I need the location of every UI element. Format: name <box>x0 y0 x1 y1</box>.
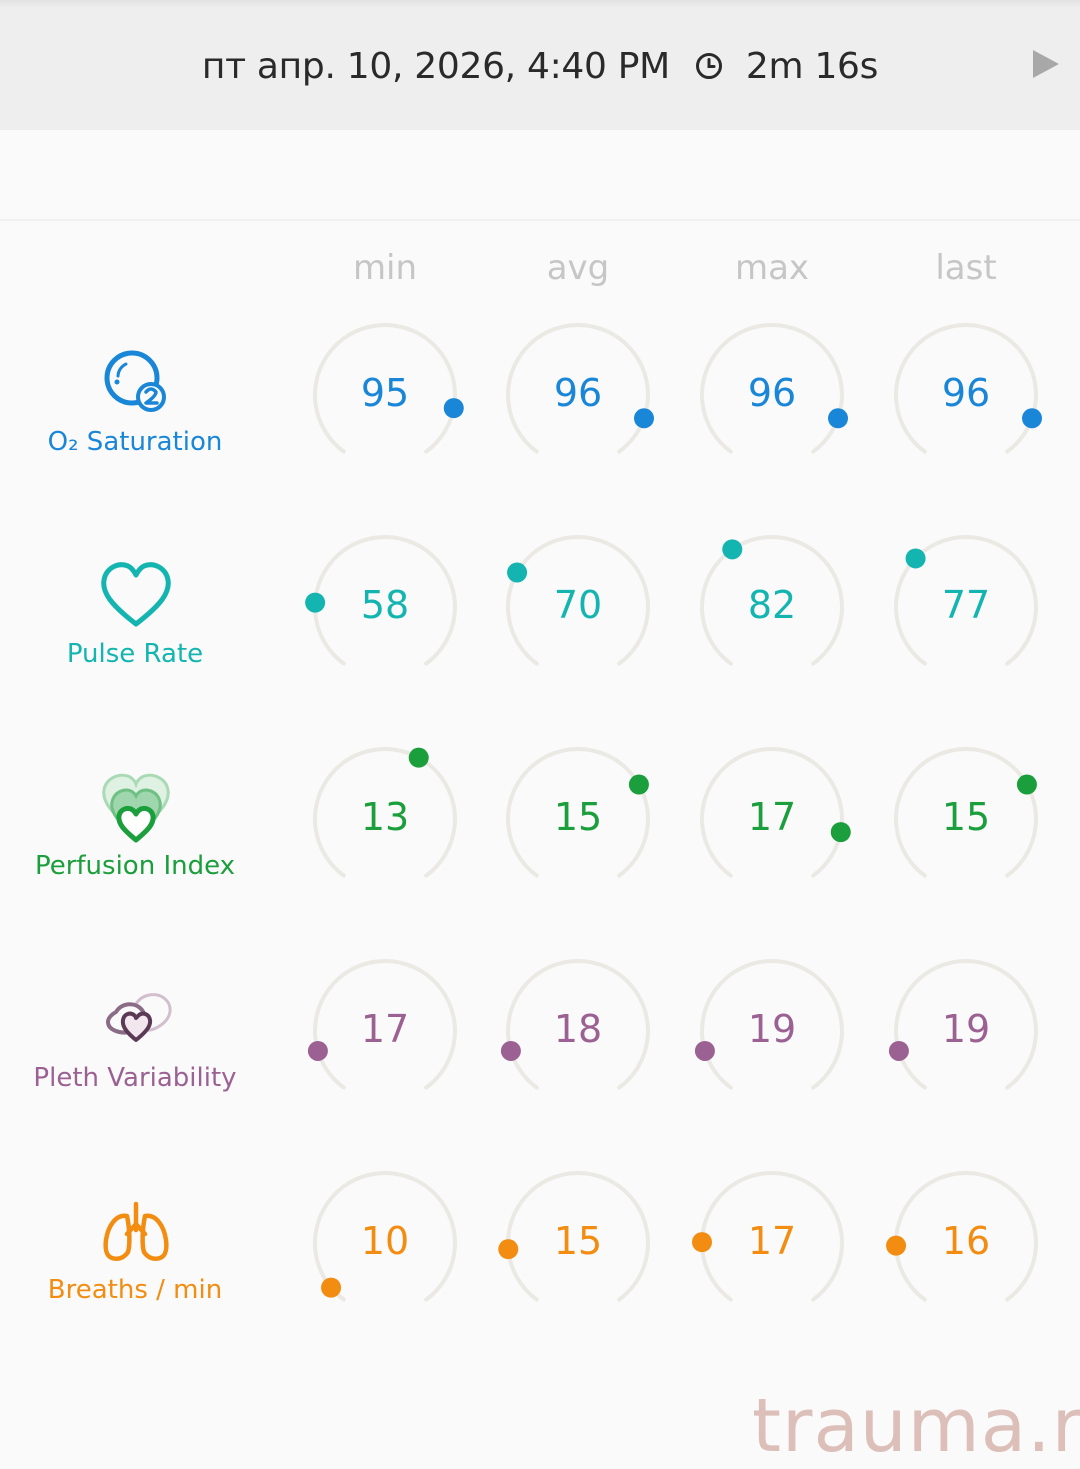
gauge-last <box>894 323 1043 454</box>
gauge-min <box>313 747 457 878</box>
metric-label: O₂ Saturation <box>47 427 223 457</box>
gauge-track <box>506 535 650 666</box>
gauge-track <box>313 747 457 878</box>
gauge-avg <box>500 959 650 1090</box>
session-info: пт апр. 10, 2026, 4:40 PM 2m 16s <box>0 40 1080 92</box>
gauge-last <box>886 1171 1038 1302</box>
column-header-last: last <box>935 248 997 288</box>
gauge-track <box>894 535 1038 666</box>
gauge-value-min: 95 <box>360 371 410 415</box>
perfusion-index-icon <box>102 773 170 843</box>
o2-saturation-icon <box>104 350 166 412</box>
gauge-value-max: 17 <box>747 1219 797 1263</box>
gauge-track <box>506 323 650 454</box>
play-icon <box>1033 50 1059 78</box>
gauge-avg <box>506 747 650 878</box>
watermark: trauma.ru <box>752 1383 1080 1469</box>
gauge-min <box>305 535 457 666</box>
gauge-indicator-dot <box>905 548 926 569</box>
gauge-avg <box>506 535 650 666</box>
gauge-indicator-dot <box>500 1040 521 1061</box>
gauge-indicator-dot <box>634 408 655 429</box>
column-header-max: max <box>734 248 810 288</box>
gauge-max <box>700 323 849 454</box>
gauge-track <box>700 535 844 666</box>
gauge-min <box>313 323 464 454</box>
gauge-indicator-dot <box>507 562 528 583</box>
gauge-value-last: 96 <box>941 371 991 415</box>
clock-icon <box>695 53 722 79</box>
play-button[interactable] <box>1028 47 1062 81</box>
gauge-track <box>894 323 1038 454</box>
gauge-value-max: 17 <box>747 795 797 839</box>
gauge-value-last: 19 <box>941 1007 991 1051</box>
gauge-max <box>694 959 844 1090</box>
gauge-min <box>313 1171 457 1302</box>
gauge-indicator-dot <box>1016 774 1037 795</box>
gauge-value-min: 13 <box>360 795 410 839</box>
gauge-indicator-dot <box>628 774 649 795</box>
session-duration: 2m 16s <box>745 45 879 87</box>
gauge-indicator-dot <box>305 592 326 613</box>
gauge-indicator-dot <box>886 1235 907 1256</box>
gauge-last <box>894 535 1038 666</box>
gauge-avg <box>506 323 655 454</box>
gauge-track <box>313 1171 457 1302</box>
gauge-indicator-dot <box>692 1232 713 1253</box>
column-header-min: min <box>352 248 418 288</box>
gauge-value-avg: 18 <box>553 1007 603 1051</box>
gauge-last <box>894 747 1038 878</box>
gauge-indicator-dot <box>1022 408 1043 429</box>
gauge-value-last: 77 <box>941 583 991 627</box>
gauge-avg <box>498 1171 650 1302</box>
gauge-min <box>307 959 457 1090</box>
gauge-indicator-dot <box>888 1040 909 1061</box>
gauge-indicator-dot <box>321 1277 342 1298</box>
gauge-max <box>692 1171 844 1302</box>
gauge-indicator-dot <box>830 822 851 843</box>
header-shadow <box>0 0 1080 8</box>
divider <box>0 219 1080 221</box>
gauge-value-max: 82 <box>747 583 797 627</box>
gauge-value-min: 10 <box>360 1219 410 1263</box>
gauge-value-last: 16 <box>941 1219 991 1263</box>
metric-label: Pleth Variability <box>33 1063 237 1093</box>
gauge-value-min: 17 <box>360 1007 410 1051</box>
gauge-value-avg: 15 <box>553 1219 603 1263</box>
gauge-indicator-dot <box>307 1040 328 1061</box>
gauge-indicator-dot <box>408 747 429 768</box>
gauge-indicator-dot <box>722 539 743 560</box>
column-header-avg: avg <box>546 248 610 288</box>
gauge-value-max: 96 <box>747 371 797 415</box>
gauge-track <box>700 323 844 454</box>
gauge-value-avg: 15 <box>553 795 603 839</box>
gauge-value-min: 58 <box>360 583 410 627</box>
gauge-value-last: 15 <box>941 795 991 839</box>
lungs-icon <box>103 1201 169 1261</box>
metric-label: Breaths / min <box>47 1275 223 1305</box>
heart-icon <box>101 562 171 627</box>
gauge-max <box>700 535 844 666</box>
metric-label: Pulse Rate <box>66 639 204 669</box>
gauge-track <box>894 747 1038 878</box>
session-datetime: пт апр. 10, 2026, 4:40 PM <box>201 45 670 87</box>
header-bar: пт апр. 10, 2026, 4:40 PM 2m 16s <box>0 0 1080 130</box>
gauge-last <box>888 959 1038 1090</box>
gauge-track <box>506 747 650 878</box>
gauge-indicator-dot <box>443 398 464 419</box>
gauge-track <box>700 1171 844 1302</box>
gauge-indicator-dot <box>828 408 849 429</box>
pleth-variability-icon <box>105 993 172 1042</box>
gauge-value-avg: 70 <box>553 583 603 627</box>
gauge-max <box>700 747 851 878</box>
gauge-value-avg: 96 <box>553 371 603 415</box>
gauge-value-max: 19 <box>747 1007 797 1051</box>
gauge-indicator-dot <box>498 1239 519 1260</box>
gauge-track <box>313 535 457 666</box>
gauge-indicator-dot <box>694 1040 715 1061</box>
metric-label: Perfusion Index <box>34 851 236 881</box>
